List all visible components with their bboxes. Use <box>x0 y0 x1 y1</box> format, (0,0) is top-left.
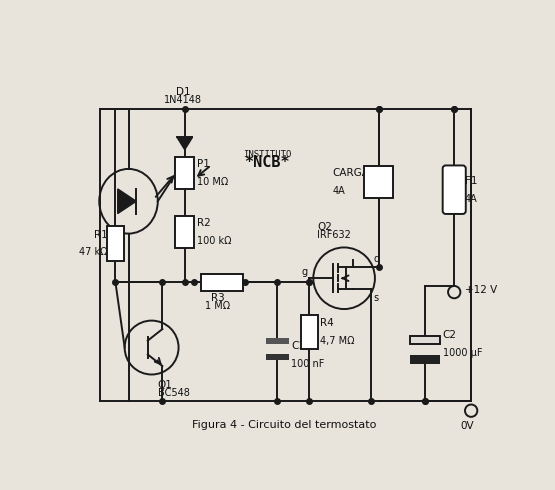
Bar <box>301 315 318 349</box>
Text: C2: C2 <box>443 330 457 340</box>
Text: R2: R2 <box>197 218 211 228</box>
Text: 100 kΩ: 100 kΩ <box>197 236 231 246</box>
Bar <box>107 226 124 261</box>
Text: 1 MΩ: 1 MΩ <box>205 300 230 311</box>
Text: INSTITUTO: INSTITUTO <box>243 150 291 159</box>
Text: 47 kΩ: 47 kΩ <box>79 247 108 257</box>
Text: d: d <box>374 254 380 264</box>
Text: R4: R4 <box>320 318 334 328</box>
Text: g: g <box>302 267 308 277</box>
Bar <box>175 216 194 248</box>
Bar <box>266 354 289 360</box>
Bar <box>410 336 440 343</box>
Text: IRF632: IRF632 <box>317 230 351 240</box>
Text: Q1: Q1 <box>158 380 173 390</box>
Text: 10 MΩ: 10 MΩ <box>197 176 228 187</box>
Text: Figura 4 - Circuito del termostato: Figura 4 - Circuito del termostato <box>192 420 376 430</box>
Bar <box>266 338 289 343</box>
Text: BC548: BC548 <box>158 388 190 397</box>
Text: s: s <box>374 293 379 303</box>
Text: D1: D1 <box>176 87 190 98</box>
Polygon shape <box>177 137 193 149</box>
Bar <box>364 166 393 198</box>
Bar <box>410 355 440 365</box>
Text: 4A: 4A <box>332 186 345 196</box>
Text: +12 V: +12 V <box>465 285 497 295</box>
Text: Q2: Q2 <box>317 222 332 232</box>
Polygon shape <box>118 189 136 214</box>
Bar <box>200 273 243 291</box>
Text: R3: R3 <box>211 293 225 303</box>
Text: CARGA: CARGA <box>332 168 370 178</box>
Text: P1: P1 <box>197 159 210 169</box>
Text: 1000 μF: 1000 μF <box>443 347 482 358</box>
Bar <box>175 157 194 189</box>
Text: C1: C1 <box>291 342 305 351</box>
Text: 100 nF: 100 nF <box>291 359 324 369</box>
Text: 1N4148: 1N4148 <box>164 95 202 105</box>
Text: R1: R1 <box>94 230 108 240</box>
Text: 0V: 0V <box>461 421 474 431</box>
Text: 4,7 MΩ: 4,7 MΩ <box>320 336 355 346</box>
Text: *NCB*: *NCB* <box>244 155 290 171</box>
Text: F1: F1 <box>465 176 477 186</box>
Text: 4A: 4A <box>465 194 478 203</box>
FancyBboxPatch shape <box>443 166 466 214</box>
